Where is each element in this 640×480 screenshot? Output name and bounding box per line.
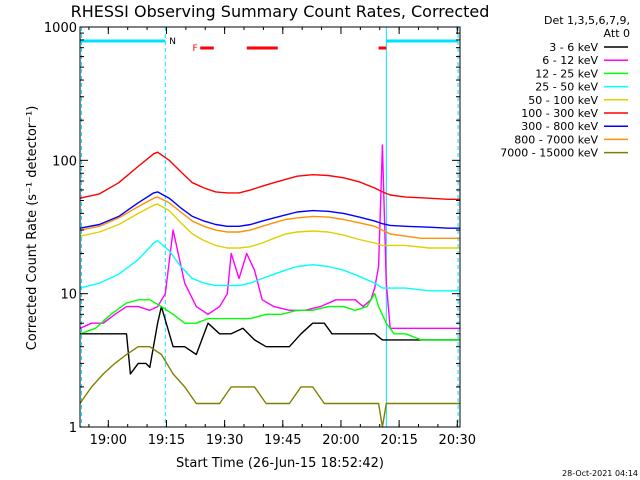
night-label: N — [169, 37, 176, 47]
legend-label: 50 - 100 keV — [528, 94, 598, 107]
legend-label: 800 - 7000 keV — [514, 133, 598, 146]
legend-label: 6 - 12 keV — [542, 54, 598, 67]
x-tick-label: 19:45 — [264, 433, 301, 448]
series-lines — [79, 144, 460, 428]
legend-label: 3 - 6 keV — [549, 41, 598, 54]
legend-label: 7000 - 15000 keV — [500, 147, 598, 160]
series-line-300-800kev — [79, 191, 460, 229]
legend-label: 100 - 300 keV — [521, 107, 598, 120]
legend-label: 300 - 800 keV — [521, 120, 598, 133]
x-axis-label: Start Time (26-Jun-15 18:52:42) — [176, 456, 384, 471]
y-tick-label: 100 — [52, 154, 77, 169]
x-tick-label: 19:30 — [206, 433, 243, 448]
y-tick-label: 1 — [69, 421, 77, 436]
series-line-3-6kev — [80, 305, 460, 375]
legend-header-detectors: Det 1,3,5,6,7,9, — [544, 14, 630, 27]
legend-header-attenuator: Att 0 — [604, 27, 630, 40]
plot-frame — [79, 26, 461, 428]
series-line-7000-15000kev — [79, 346, 460, 428]
y-tick-label: 1000 — [44, 21, 77, 36]
series-line-50-100kev — [79, 203, 460, 249]
x-tick-labels: 19:00 19:15 19:30 19:45 20:00 20:15 20:30 — [90, 433, 476, 448]
flare-label: F — [192, 44, 197, 54]
x-tick-label: 19:15 — [148, 433, 185, 448]
series-line-6-12kev — [79, 144, 460, 329]
legend-label: 25 - 50 keV — [535, 81, 598, 94]
x-tick-label: 20:00 — [322, 433, 359, 448]
y-axis-label: Corrected Count Rate (s⁻¹ detector⁻¹) — [25, 106, 40, 351]
x-tick-label: 20:15 — [380, 433, 417, 448]
series-line-25-50kev — [79, 239, 460, 292]
y-tick-label: 10 — [60, 288, 77, 303]
y-tick-labels: 1 10 100 1000 — [44, 21, 77, 436]
legend-label: 12 - 25 keV — [535, 67, 598, 80]
axes — [79, 26, 461, 428]
series-line-12-25kev — [79, 293, 460, 341]
observing-bands: NF — [80, 27, 459, 427]
x-tick-label: 20:30 — [439, 433, 476, 448]
footer-date: 28-Oct-2021 04:14 — [562, 469, 638, 478]
chart-title: RHESSI Observing Summary Count Rates, Co… — [71, 2, 490, 21]
x-tick-label: 19:00 — [90, 433, 127, 448]
series-line-800-7000kev — [79, 196, 460, 239]
series-line-100-300kev — [79, 151, 460, 200]
